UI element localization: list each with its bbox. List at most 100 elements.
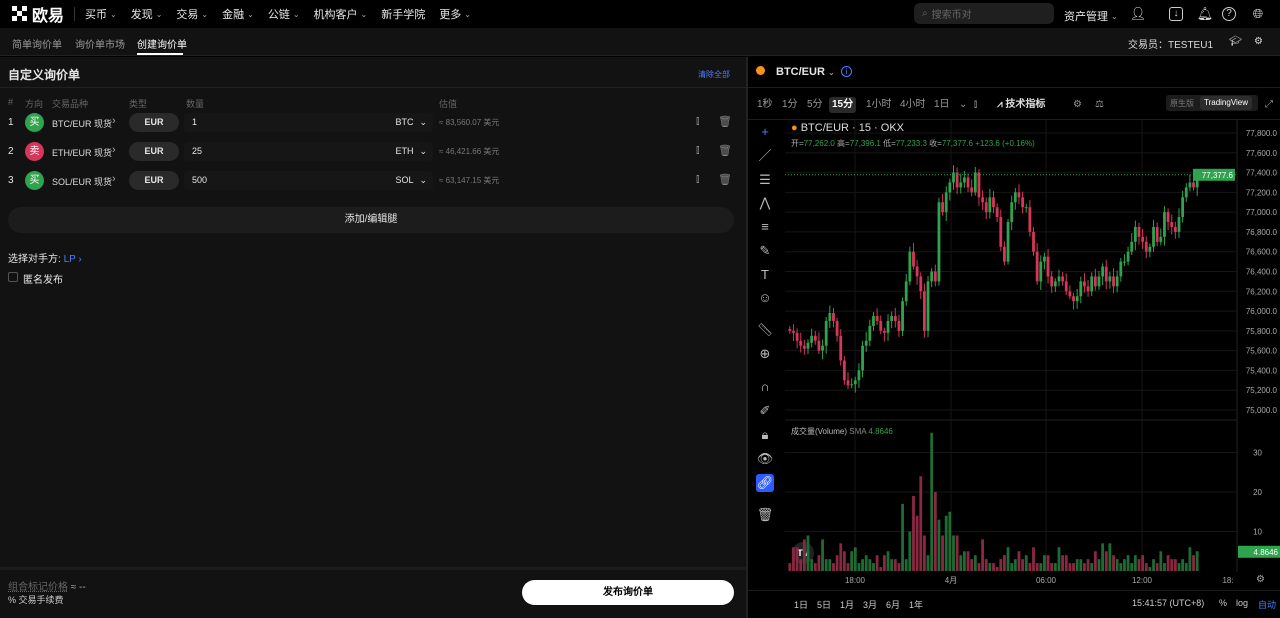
quantity-input[interactable]: 1 BTC ⌄ — [184, 113, 433, 132]
scale-icon[interactable]: ⚖ — [1095, 99, 1104, 110]
chevron-right-icon[interactable]: › — [112, 115, 116, 127]
mode-tradingview[interactable]: TradingView — [1200, 96, 1253, 110]
instrument-label[interactable]: ETH/EUR 现货 — [52, 148, 113, 158]
fib-icon[interactable]: ≡ — [761, 219, 769, 234]
candlestick-chart[interactable]: 77,800.0 77,600.0 77,400.0 77,200.0 77,000.0… — [785, 120, 1280, 590]
okx-logo[interactable]: 欧易 — [12, 2, 64, 26]
trash-icon[interactable]: 🗑︎ — [718, 174, 732, 186]
fullscreen-icon[interactable]: ⤢ — [1265, 99, 1273, 110]
range-3[interactable]: 3月 — [863, 600, 878, 610]
panel-divider[interactable] — [746, 57, 748, 618]
nav-item[interactable]: 更多 ⌄ — [439, 6, 471, 22]
chart-settings-icon[interactable]: ⚙ — [1073, 99, 1082, 110]
symbol-selector[interactable]: BTC/EUR ⌄ — [776, 66, 835, 78]
anonymous-checkbox[interactable] — [8, 272, 18, 282]
nav-item[interactable]: 发现 ⌄ — [131, 6, 163, 22]
lock-icon[interactable]: 🔒︎ — [761, 427, 769, 442]
counterparty-selector[interactable]: 选择对手方: LP › — [8, 250, 82, 265]
type-button[interactable]: EUR — [129, 142, 179, 161]
chevron-right-icon[interactable]: › — [112, 173, 116, 185]
tab-simple-rfq[interactable]: 简单询价单 — [12, 40, 62, 51]
trend-line-icon[interactable]: ／ — [758, 148, 772, 163]
nav-item[interactable]: 交易 ⌄ — [176, 6, 208, 22]
compare-icon[interactable]: ⫾ — [696, 115, 700, 127]
gear-icon[interactable]: ⚙ — [1254, 36, 1263, 47]
instrument-label[interactable]: BTC/EUR 现货 — [52, 119, 113, 129]
bell-icon[interactable]: 🔔︎ — [1196, 6, 1214, 21]
nav-item[interactable]: 机构客户 ⌄ — [314, 6, 368, 22]
axis-settings-icon[interactable]: ⚙ — [1256, 574, 1265, 585]
eye-icon[interactable]: 👁︎ — [756, 451, 774, 466]
side-badge[interactable]: 买 — [25, 113, 44, 132]
side-badge[interactable]: 买 — [25, 171, 44, 190]
candle — [821, 345, 824, 351]
side-badge[interactable]: 卖 — [25, 142, 44, 161]
instrument-label[interactable]: SOL/EUR 现货 — [52, 177, 113, 187]
candle — [795, 332, 799, 341]
timeframe-0[interactable]: 1秒 — [757, 99, 773, 110]
zoom-in-icon[interactable]: ⊕ — [759, 346, 771, 361]
pencil-lock-icon[interactable]: ✐ — [759, 403, 771, 418]
volume-bar — [1104, 551, 1108, 571]
type-button[interactable]: EUR — [129, 113, 179, 132]
publish-rfq-button[interactable]: 发布询价单 — [522, 580, 734, 605]
ruler-icon[interactable]: 📏︎ — [756, 322, 774, 337]
link-icon[interactable]: 🔗︎ — [756, 474, 774, 492]
assets-menu[interactable]: 资产管理 ⌄ — [1064, 8, 1118, 24]
compare-icon[interactable]: ⫾ — [696, 144, 700, 156]
nav-item[interactable]: 买币 ⌄ — [85, 6, 117, 22]
chevron-down-icon[interactable]: ⌄ — [959, 99, 968, 110]
nav-item[interactable]: 金融 ⌄ — [222, 6, 254, 22]
log-toggle[interactable]: log — [1236, 598, 1249, 608]
range-1[interactable]: 5日 — [817, 600, 832, 610]
add-edit-leg-button[interactable]: 添加/编辑腿 — [8, 207, 734, 233]
range-2[interactable]: 1月 — [840, 600, 855, 610]
unit-selector[interactable]: ETH ⌄ — [395, 142, 427, 161]
clear-all-link[interactable]: 清除全部 — [698, 70, 730, 79]
unit-selector[interactable]: SOL ⌄ — [395, 171, 427, 190]
timeframe-2[interactable]: 5分 — [807, 99, 823, 110]
trash-icon[interactable]: 🗑︎ — [718, 145, 732, 157]
volume-tick: 30 — [1253, 449, 1262, 458]
unit-selector[interactable]: BTC ⌄ — [395, 113, 427, 132]
timeframe-5[interactable]: 4小时 — [900, 99, 926, 110]
range-0[interactable]: 1日 — [794, 600, 809, 610]
search-input[interactable]: ⌕ 搜索币对 — [914, 3, 1054, 24]
tab-create-rfq[interactable]: 创建询价单 — [137, 40, 187, 51]
nav-item[interactable]: 公链 ⌄ — [268, 6, 300, 22]
compare-icon[interactable]: ⫾ — [696, 173, 700, 185]
crosshair-icon[interactable]: + — [761, 124, 769, 139]
hat-icon[interactable]: 🎓︎ — [1229, 36, 1242, 47]
candle-type-icon[interactable]: ⫾ — [974, 99, 978, 110]
auto-toggle[interactable]: 自动 — [1258, 600, 1277, 610]
percent-toggle[interactable]: % — [1219, 598, 1228, 608]
horizontal-lines-icon[interactable]: ☰ — [759, 172, 771, 187]
timeframe-4[interactable]: 1小时 — [866, 99, 892, 110]
nav-item[interactable]: 新手学院 — [381, 6, 425, 22]
quantity-input[interactable]: 500 SOL ⌄ — [184, 171, 433, 190]
help-icon[interactable]: ? — [1222, 7, 1236, 21]
timeframe-3[interactable]: 15分 — [829, 97, 857, 113]
brush-icon[interactable]: ✎ — [759, 243, 771, 258]
emoji-icon[interactable]: ☺ — [758, 290, 772, 305]
text-icon[interactable]: T — [761, 267, 769, 282]
range-5[interactable]: 1年 — [909, 600, 924, 610]
mode-native[interactable]: 原生版 — [1170, 99, 1194, 108]
chevron-right-icon[interactable]: › — [112, 144, 116, 156]
trash-icon[interactable]: 🗑︎ — [718, 116, 732, 128]
type-button[interactable]: EUR — [129, 171, 179, 190]
pitchfork-icon[interactable]: ⋀ — [759, 195, 771, 210]
info-icon[interactable]: i — [841, 66, 852, 77]
range-4[interactable]: 6月 — [886, 600, 901, 610]
globe-icon[interactable]: 🌐︎ — [1252, 6, 1264, 21]
magnet-icon[interactable]: ∩ — [760, 379, 770, 394]
fee-link[interactable]: % 交易手续费 — [8, 593, 64, 606]
tab-rfq-market[interactable]: 询价单市场 — [75, 40, 125, 51]
download-icon[interactable]: ↓ — [1169, 7, 1183, 21]
indicators-button[interactable]: ⩘ 技术指标 — [994, 97, 1048, 113]
timeframe-1[interactable]: 1分 — [782, 99, 798, 110]
user-icon[interactable]: 👤︎ — [1129, 6, 1147, 21]
timeframe-6[interactable]: 1日 — [934, 99, 950, 110]
quantity-input[interactable]: 25 ETH ⌄ — [184, 142, 433, 161]
trash-icon[interactable]: 🗑︎ — [756, 507, 774, 522]
